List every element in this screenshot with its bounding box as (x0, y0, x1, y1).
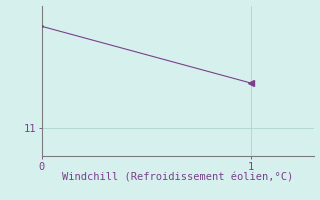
X-axis label: Windchill (Refroidissement éolien,°C): Windchill (Refroidissement éolien,°C) (62, 173, 293, 183)
